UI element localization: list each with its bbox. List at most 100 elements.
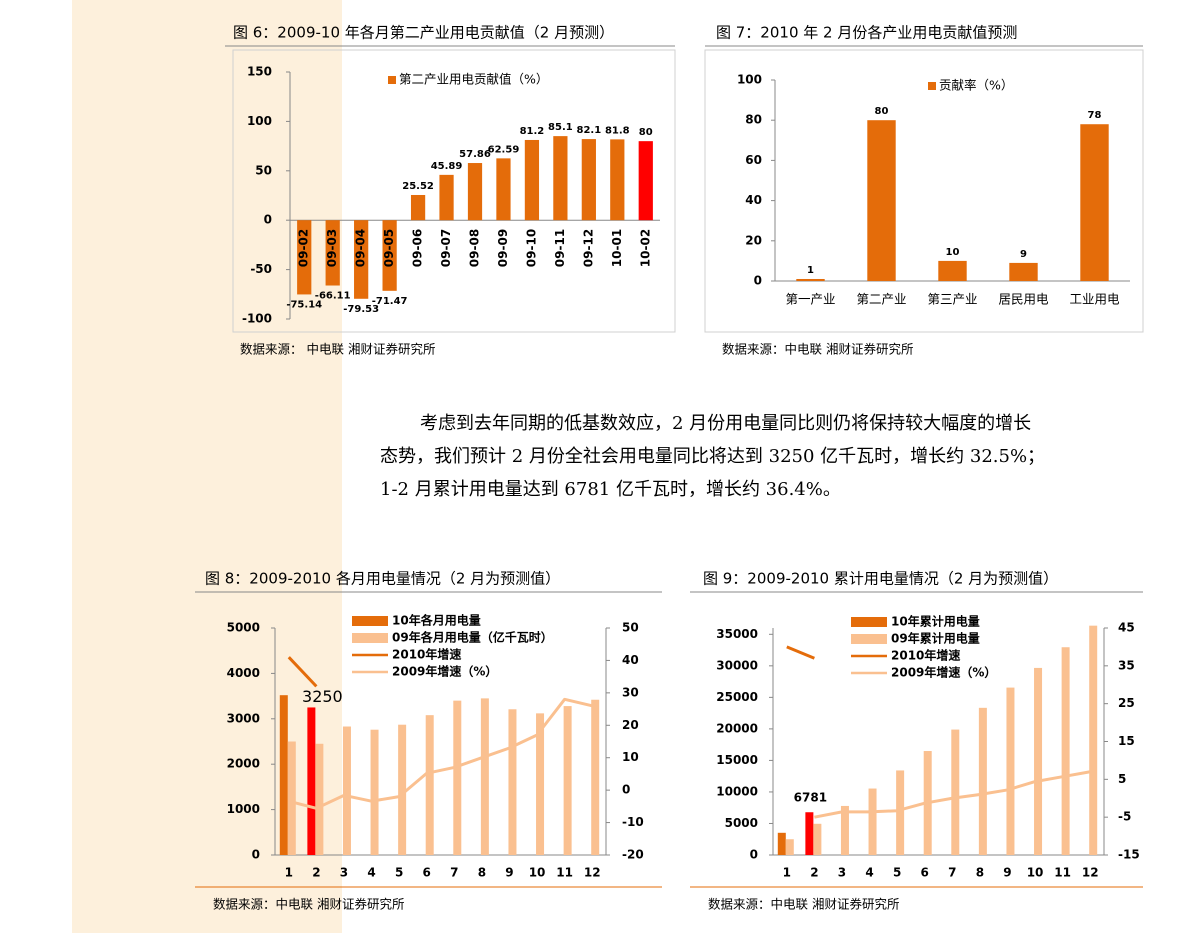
bar (1009, 262, 1038, 281)
y-tick-label: 0 (252, 848, 260, 862)
x-tick-label: 3 (838, 866, 846, 880)
y2-tick-label: 10 (622, 750, 639, 764)
value-label: 80 (875, 106, 889, 117)
x-tick-label: 9 (1003, 866, 1011, 880)
y2-tick-label: 5 (1118, 772, 1126, 786)
chart-frame (704, 49, 1144, 333)
line-series (814, 770, 1091, 819)
bar (370, 729, 379, 855)
legend-label: 贡献率（%） (939, 78, 1013, 93)
y2-tick-label: 30 (622, 685, 639, 699)
bar (307, 707, 316, 855)
bar (425, 715, 434, 855)
x-tick-label: 1 (285, 866, 293, 880)
x-tick-label: 5 (893, 866, 901, 880)
y-tick-label: 100 (737, 73, 762, 87)
bar (382, 220, 397, 291)
bar (868, 788, 877, 855)
y-tick-label: 5000 (725, 816, 758, 830)
bar (279, 695, 288, 855)
legend-label: 09年各月用电量（亿千瓦时） (392, 630, 553, 645)
bar (524, 139, 540, 221)
bar (553, 136, 568, 221)
bar (315, 743, 324, 855)
value-label: 80 (639, 127, 653, 138)
side-band (72, 0, 342, 933)
y-tick-label: 25000 (716, 690, 758, 704)
y-tick-label: 50 (255, 163, 272, 177)
y-tick-label: 35000 (716, 627, 758, 641)
value-label: 78 (1088, 110, 1102, 121)
bar (867, 120, 896, 281)
y-tick-label: 0 (754, 274, 762, 288)
legend-label: 09年累计用电量 (891, 631, 980, 646)
x-tick-label: 10-02 (638, 229, 652, 267)
value-label: 3250 (302, 687, 343, 706)
line-series (287, 656, 318, 688)
y2-tick-label: -20 (622, 848, 644, 862)
bar (840, 805, 849, 855)
bar (1089, 625, 1098, 855)
bar (1034, 667, 1043, 855)
y-tick-label: 1000 (227, 802, 260, 816)
x-tick-label: 12 (1082, 866, 1099, 880)
legend-swatch (388, 76, 396, 84)
value-label: 25.52 (402, 181, 434, 192)
paragraph-line: 1-2 月累计用电量达到 6781 亿千瓦时，增长约 36.4%。 (380, 479, 841, 500)
bar (581, 139, 596, 221)
source: 数据来源：中电联 湘财证券研究所 (708, 897, 899, 912)
bar (536, 713, 545, 855)
legend-label: 10年各月用电量 (392, 613, 481, 628)
x-tick-label: 09-08 (468, 229, 482, 267)
bar (785, 839, 794, 855)
x-tick-label: 09-12 (581, 229, 595, 267)
x-tick-label: 8 (478, 866, 486, 880)
x-tick-label: 第二产业 (856, 292, 906, 307)
y-tick-label: 3000 (227, 711, 260, 725)
y-tick-label: 2000 (227, 757, 260, 771)
x-tick-label: 11 (1054, 866, 1071, 880)
bar (563, 706, 572, 855)
source: 数据来源：中电联 湘财证券研究所 (722, 342, 913, 357)
bar (805, 812, 814, 855)
y2-tick-label: 45 (1118, 621, 1135, 635)
paragraph-line: 态势，我们预计 2 月份全社会用电量同比将达到 3250 亿千瓦时，增长约 32… (380, 446, 1045, 467)
y2-tick-label: 0 (622, 783, 630, 797)
bar (508, 709, 517, 855)
bar (342, 726, 351, 855)
x-tick-label: 10 (1027, 866, 1044, 880)
y-tick-label: -50 (250, 262, 272, 276)
bar (325, 220, 340, 286)
y-tick-label: 100 (247, 114, 272, 128)
y2-tick-label: 35 (1118, 658, 1135, 672)
value-label: -66.11 (315, 291, 351, 302)
bar (496, 158, 511, 221)
legend-label: 2009年增速（%） (392, 664, 497, 679)
value-label: 82.1 (577, 125, 602, 136)
y-tick-label: 10000 (716, 784, 758, 798)
bar (813, 823, 822, 855)
x-tick-label: 10 (529, 866, 546, 880)
value-label: -71.47 (372, 296, 408, 307)
y-tick-label: -100 (242, 312, 272, 326)
bar (938, 260, 967, 281)
x-tick-label: 10-01 (610, 229, 624, 267)
legend-swatch (352, 633, 388, 643)
value-label: 81.2 (520, 126, 545, 137)
y2-tick-label: 20 (622, 718, 639, 732)
x-tick-label: 4 (367, 866, 375, 880)
legend-swatch (928, 82, 936, 90)
y-tick-label: 80 (745, 113, 762, 127)
chart-title: 图 8：2009-2010 各月用电量情况（2 月为预测值） (205, 570, 560, 588)
bar (1080, 124, 1109, 281)
bar (480, 698, 489, 855)
x-tick-label: 4 (865, 866, 873, 880)
x-tick-label: 居民用电 (998, 292, 1049, 307)
bar (1006, 687, 1015, 855)
legend-swatch (851, 634, 887, 644)
x-tick-label: 11 (556, 866, 573, 880)
legend-label: 2010年增速 (891, 648, 960, 663)
y-tick-label: 150 (247, 65, 272, 79)
x-tick-label: 09-07 (439, 229, 453, 267)
